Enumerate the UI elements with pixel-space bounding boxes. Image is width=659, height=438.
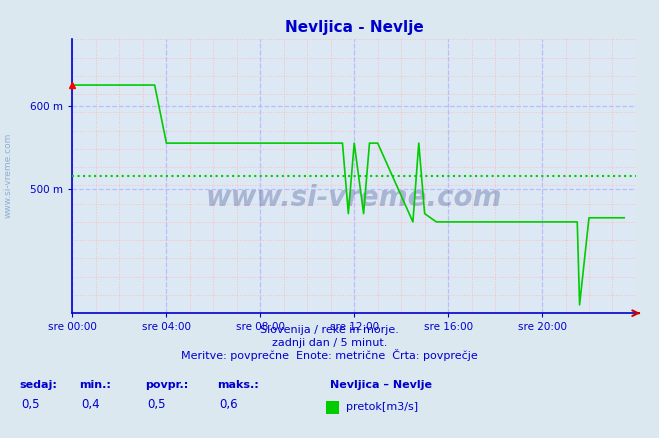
- Text: www.si-vreme.com: www.si-vreme.com: [3, 133, 13, 218]
- Text: 0,6: 0,6: [219, 398, 238, 411]
- Text: sedaj:: sedaj:: [20, 380, 57, 390]
- Text: 0,5: 0,5: [147, 398, 165, 411]
- Text: maks.:: maks.:: [217, 380, 259, 390]
- Text: Nevljica – Nevlje: Nevljica – Nevlje: [330, 380, 432, 390]
- Text: 0,5: 0,5: [22, 398, 40, 411]
- Text: povpr.:: povpr.:: [145, 380, 188, 390]
- Text: min.:: min.:: [79, 380, 111, 390]
- Text: www.si-vreme.com: www.si-vreme.com: [206, 184, 502, 212]
- Text: zadnji dan / 5 minut.: zadnji dan / 5 minut.: [272, 338, 387, 348]
- Text: Slovenija / reke in morje.: Slovenija / reke in morje.: [260, 325, 399, 335]
- Text: 0,4: 0,4: [81, 398, 100, 411]
- Title: Nevljica - Nevlje: Nevljica - Nevlje: [285, 21, 424, 35]
- Text: pretok[m3/s]: pretok[m3/s]: [346, 402, 418, 412]
- Text: Meritve: povprečne  Enote: metrične  Črta: povprečje: Meritve: povprečne Enote: metrične Črta:…: [181, 349, 478, 361]
